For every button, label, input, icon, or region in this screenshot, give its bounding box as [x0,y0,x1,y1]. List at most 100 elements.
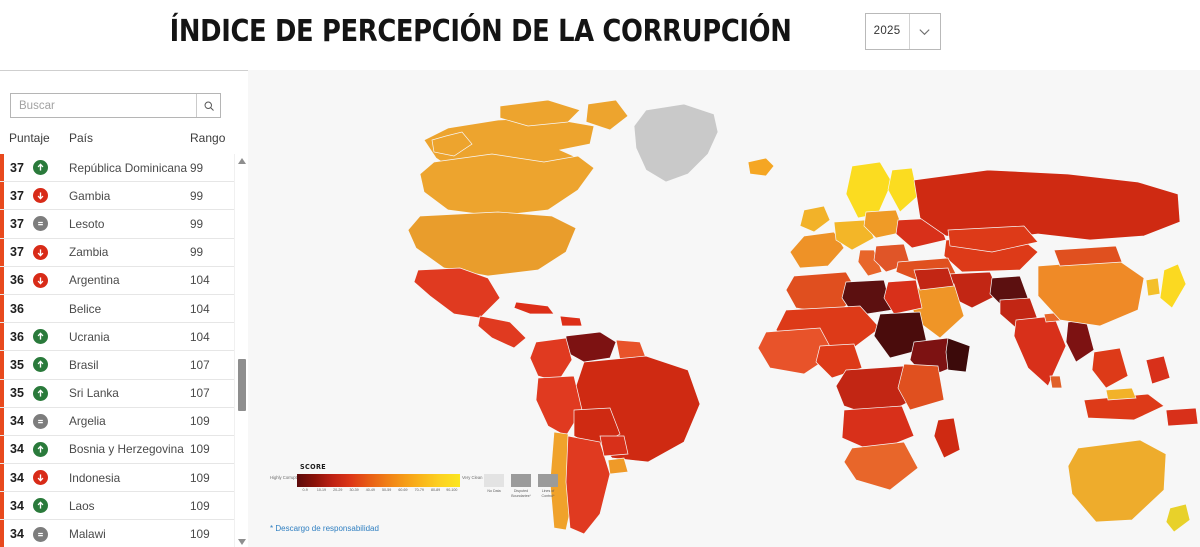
world-map-panel[interactable]: SCORE Highly Corrupt Very Clean 0-9 10-19… [248,70,1200,547]
table-row[interactable]: 34 Laos 109 [0,492,248,521]
country-cuba [513,301,555,315]
country-australia [1067,439,1167,523]
legend-low-label: Highly Corrupt [270,475,297,480]
country-egypt [883,279,923,315]
row-score: 37 [10,160,24,175]
row-country: Bosnia y Herzegovina [69,442,184,457]
country-iceland [747,157,775,177]
column-header-rank[interactable]: Rango [190,131,226,145]
triangle-up-icon[interactable] [235,154,249,167]
row-rank: 104 [190,329,210,344]
table-row[interactable]: 36 Belice 104 [0,294,248,324]
scrollbar-thumb[interactable] [238,359,246,411]
trend-up-icon [33,498,48,514]
row-score: 34 [10,498,24,513]
legend-swatch-box [511,474,531,487]
legend-tick: 50-59 [382,488,392,492]
table-row[interactable]: 34 Argelia 109 [0,407,248,436]
page-header: ÍNDICE DE PERCEPCIÓN DE LA CORRUPCIÓN 20… [0,0,1200,70]
search-button[interactable] [196,94,220,117]
search-icon [204,101,214,111]
table-row[interactable]: 35 Sri Lanka 107 [0,379,248,408]
row-score: 37 [10,216,24,231]
country-srilanka [1049,375,1063,389]
legend-tick: 80-89 [430,488,441,492]
table-row[interactable]: 34 Bosnia y Herzegovina 109 [0,435,248,465]
table-row[interactable]: 37 Zambia 99 [0,238,248,267]
row-accent-bar [0,238,4,266]
row-country: República Dominicana [69,160,188,175]
legend-tick: 20-29 [333,488,343,492]
country-southern-africa [843,441,919,491]
country-madagascar [933,417,961,459]
country-png [1165,407,1199,427]
row-score: 36 [10,273,24,288]
country-uruguay [607,457,629,475]
country-russia [913,169,1181,241]
table-row[interactable]: 34 Malawi 109 [0,520,248,547]
country-indonesia [1083,393,1165,421]
year-select[interactable]: 2025 [864,12,941,50]
country-greenland [633,103,719,183]
column-header-country[interactable]: País [69,131,94,145]
country-paraguay [599,435,629,457]
legend-title: SCORE [300,463,327,471]
country-iraq-syria [913,267,955,291]
row-rank: 107 [190,357,210,372]
table-row[interactable]: 37 Gambia 99 [0,182,248,211]
legend-tick: 0-9 [302,488,308,492]
table-row[interactable]: 34 Indonesia 109 [0,464,248,493]
row-accent-bar [0,520,4,547]
table-row[interactable]: 37 Lesoto 99 [0,210,248,239]
row-score: 34 [10,442,24,457]
column-header-score[interactable]: Puntaje [9,131,50,145]
trend-up-icon [33,441,48,457]
legend-gradient-bar [297,474,460,487]
search-input[interactable] [11,94,196,117]
country-central-america [477,315,527,349]
table-row[interactable]: 37 República Dominicana 99 [0,154,248,183]
legend-swatch-box [538,474,558,487]
row-score: 34 [10,470,24,485]
triangle-down-icon[interactable] [235,535,249,547]
row-country: Malawi [69,527,106,542]
legend-tick-labels: 0-9 10-19 20-29 30-39 40-49 50-59 60-69 70-79 80… [297,488,460,496]
list-scrollbar[interactable] [234,154,248,547]
row-score: 34 [10,414,24,429]
table-row[interactable]: 35 Brasil 107 [0,351,248,380]
legend-swatches: No Data Disputed Boundaries* Lines of Cont… [484,474,558,498]
row-country: Argelia [69,414,106,429]
row-score: 35 [10,386,24,401]
disclaimer-link[interactable]: * Descargo de responsabilidad [270,524,379,533]
search-box[interactable] [10,93,221,118]
country-poland-baltics [863,209,905,239]
chevron-down-icon[interactable] [908,13,940,49]
row-score: 37 [10,245,24,260]
row-rank: 99 [190,160,204,175]
page-title: ÍNDICE DE PERCEPCIÓN DE LA CORRUPCIÓN [170,13,792,49]
row-country: Gambia [69,188,111,203]
row-rank: 99 [190,188,204,203]
row-country: Zambia [69,245,109,260]
country-uk-ireland [799,205,831,233]
row-score: 36 [10,301,24,316]
country-france-iberia [789,231,845,269]
row-accent-bar [0,210,4,238]
country-indochina [1091,347,1129,389]
row-rank: 104 [190,273,210,288]
row-rank: 99 [190,216,204,231]
row-score: 35 [10,357,24,372]
world-map[interactable] [248,70,1200,547]
legend-swatch-no-data: No Data [484,474,504,498]
country-china [1037,259,1145,327]
row-country: Indonesia [69,470,121,485]
country-malaysia [1105,387,1137,401]
row-score: 36 [10,329,24,344]
country-list-panel: Puntaje País Rango 37 República Dominican… [0,70,248,547]
table-row[interactable]: 36 Ucrania 104 [0,323,248,352]
row-country: Lesoto [69,216,105,231]
row-country: Argentina [69,273,120,288]
table-row[interactable]: 36 Argentina 104 [0,266,248,295]
row-country: Brasil [69,357,99,372]
row-accent-bar [0,351,4,379]
